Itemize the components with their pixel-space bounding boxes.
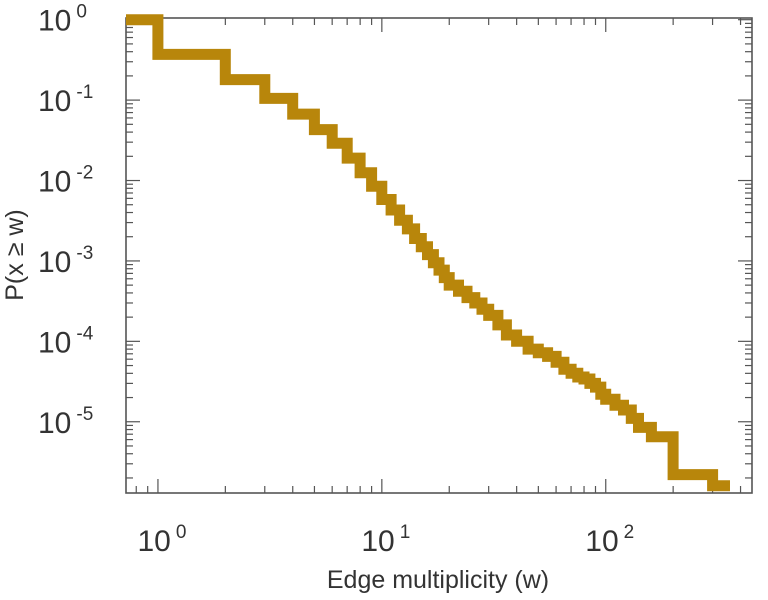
y-tick-label: 10 0 — [38, 2, 87, 38]
x-tick-labels: 10 0 10 1 10 2 — [137, 522, 634, 558]
series-0-step-line — [126, 14, 730, 492]
x-tick-label-exponent: 1 — [400, 522, 411, 543]
x-tick-label: 10 0 — [137, 522, 186, 558]
x-tick-label-base: 10 — [137, 525, 170, 558]
y-tick-label-base: 10 — [38, 326, 71, 359]
y-tick-label-exponent: -2 — [76, 163, 93, 184]
y-tick-label-exponent: -1 — [76, 82, 93, 103]
x-axis-label: Edge multiplicity (w) — [327, 566, 549, 594]
y-tick-label-exponent: -4 — [76, 323, 93, 344]
y-tick-label-base: 10 — [38, 246, 71, 279]
y-tick-label-base: 10 — [38, 85, 71, 118]
y-tick-label-exponent: 0 — [76, 2, 87, 23]
y-tick-label-base: 10 — [38, 5, 71, 38]
y-tick-label-exponent: -3 — [76, 243, 93, 264]
y-tick-label-base: 10 — [38, 407, 71, 440]
y-tick-label: 10 -4 — [38, 323, 94, 359]
y-tick-label: 10 -5 — [38, 404, 93, 440]
y-tick-label-base: 10 — [38, 166, 71, 199]
x-tick-label-exponent: 2 — [624, 522, 635, 543]
y-tick-label-exponent: -5 — [76, 404, 93, 425]
minor-ticks — [126, 18, 752, 493]
major-ticks — [126, 18, 752, 493]
y-axis-label: P(x ≥ w) — [1, 209, 29, 301]
x-tick-label: 10 2 — [585, 522, 634, 558]
x-tick-label-base: 10 — [585, 525, 618, 558]
x-tick-label-base: 10 — [361, 525, 394, 558]
series-layer — [126, 14, 730, 492]
y-tick-label: 10 -1 — [38, 82, 93, 118]
x-tick-label-exponent: 0 — [176, 522, 187, 543]
plot-frame — [125, 17, 753, 494]
x-tick-label: 10 1 — [361, 522, 410, 558]
y-tick-label: 10 -2 — [38, 163, 93, 199]
y-tick-label: 10 -3 — [38, 243, 93, 279]
